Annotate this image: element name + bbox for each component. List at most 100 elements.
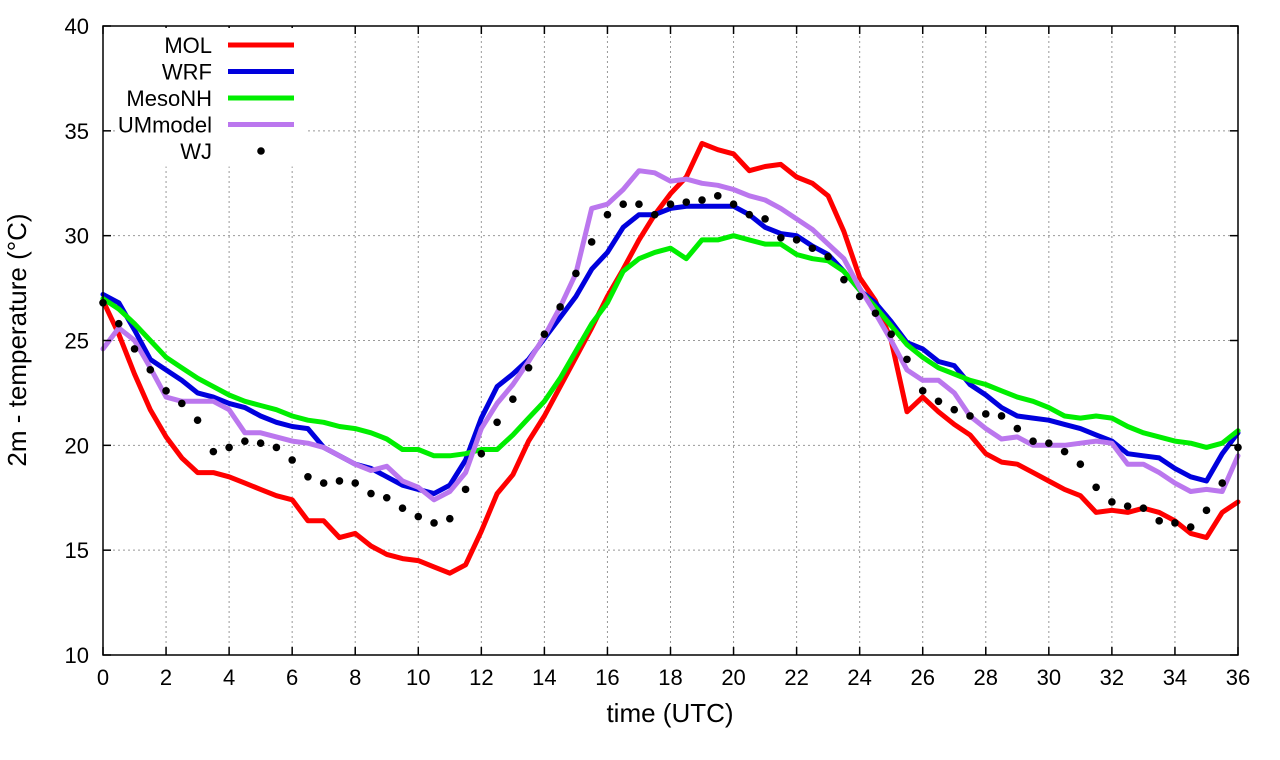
data-point-wj (587, 238, 596, 246)
data-point-wj (903, 355, 911, 364)
legend-swatch-wj (257, 147, 265, 155)
data-point-wj (698, 196, 706, 204)
data-point-wj (997, 412, 1006, 420)
data-point-wj (209, 447, 218, 456)
data-point-wj (335, 477, 344, 485)
data-point-wj (351, 479, 360, 487)
data-point-wj (193, 416, 202, 424)
legend-label-wrf: WRF (162, 60, 212, 85)
data-point-wj (808, 244, 817, 253)
data-point-wj (367, 489, 375, 498)
data-point-wj (918, 387, 927, 395)
data-point-wj (966, 412, 974, 420)
data-point-wj (1202, 506, 1211, 515)
y-tick-label: 35 (65, 119, 89, 144)
x-tick-label: 4 (223, 665, 235, 690)
y-tick-label: 40 (65, 14, 89, 39)
x-tick-label: 10 (406, 665, 430, 690)
x-tick-label: 16 (595, 665, 619, 690)
data-point-wj (178, 399, 186, 408)
data-point-wj (650, 210, 659, 219)
data-point-wj (1155, 517, 1163, 525)
data-point-wj (824, 252, 832, 261)
x-tick-label: 2 (160, 665, 172, 690)
x-tick-label: 30 (1037, 665, 1061, 690)
data-point-wj (319, 479, 328, 487)
series-wj (99, 192, 1242, 531)
x-tick-label: 36 (1226, 665, 1250, 690)
y-axis-title: 2m - temperature (°C) (2, 213, 32, 466)
data-point-wj (382, 493, 391, 502)
x-tick-label: 14 (532, 665, 556, 690)
data-point-wj (1171, 519, 1179, 527)
data-point-wj (509, 395, 517, 404)
data-point-wj (1092, 483, 1100, 492)
data-point-wj (146, 366, 155, 374)
data-point-wj (840, 275, 848, 284)
x-axis-title: time (UTC) (606, 698, 733, 728)
data-point-wj (619, 200, 628, 209)
x-tick-label: 34 (1163, 665, 1187, 690)
data-point-wj (1045, 439, 1053, 448)
data-point-wj (1218, 479, 1227, 487)
data-point-wj (887, 330, 895, 339)
data-point-wj (477, 449, 486, 458)
x-tick-label: 12 (469, 665, 493, 690)
data-point-wj (398, 504, 407, 513)
data-point-wj (761, 215, 769, 223)
data-point-wj (272, 443, 281, 452)
data-point-wj (666, 200, 675, 209)
x-tick-label: 26 (910, 665, 934, 690)
x-tick-label: 6 (286, 665, 298, 690)
data-point-wj (1076, 460, 1085, 469)
data-point-wj (256, 439, 265, 448)
data-point-wj (1186, 523, 1195, 531)
data-point-wj (162, 387, 170, 395)
data-point-wj (540, 330, 549, 339)
data-point-wj (225, 443, 233, 452)
x-tick-label: 18 (658, 665, 682, 690)
data-point-wj (1123, 502, 1132, 510)
data-point-wj (981, 410, 990, 418)
data-point-wj (713, 192, 722, 200)
series-line-mesonh (100, 233, 1241, 459)
y-tick-label: 10 (65, 643, 89, 668)
series-line-mol (100, 140, 1241, 576)
data-point-wj (777, 233, 785, 242)
series-line-wrf (100, 203, 1241, 497)
data-point-wj (446, 514, 454, 523)
data-point-wj (524, 363, 533, 372)
data-point-wj (1060, 447, 1069, 456)
x-tick-label: 32 (1100, 665, 1124, 690)
x-tick-label: 28 (974, 665, 998, 690)
data-point-wj (855, 292, 864, 301)
legend-label-mesonh: MesoNH (126, 86, 212, 111)
x-tick-label: 0 (97, 665, 109, 690)
data-point-wj (1029, 437, 1037, 445)
data-point-wj (461, 485, 470, 494)
data-point-wj (792, 236, 801, 244)
data-point-wj (130, 345, 139, 353)
axis-ticks: 0 2 4 6 8 10 12 14 16 18 20 22 24 26 28 30 32 34 361015202… (65, 14, 1251, 690)
data-point-wj (114, 319, 123, 328)
x-tick-label: 24 (847, 665, 871, 690)
data-point-wj (934, 397, 943, 406)
y-tick-label: 25 (65, 329, 89, 354)
y-tick-label: 30 (65, 224, 89, 249)
series-layer (99, 140, 1242, 576)
legend-label-ummodel: UMmodel (118, 113, 212, 138)
y-tick-label: 15 (65, 538, 89, 563)
data-point-wj (950, 405, 959, 414)
data-point-wj (414, 512, 423, 521)
data-point-wj (1139, 504, 1148, 513)
data-point-wj (288, 456, 296, 464)
data-point-wj (1108, 498, 1116, 506)
data-point-wj (745, 210, 754, 219)
data-point-wj (871, 309, 880, 318)
data-point-wj (556, 303, 564, 311)
x-tick-label: 20 (721, 665, 745, 690)
legend-label-wj: WJ (180, 139, 212, 164)
data-point-wj (493, 418, 501, 427)
